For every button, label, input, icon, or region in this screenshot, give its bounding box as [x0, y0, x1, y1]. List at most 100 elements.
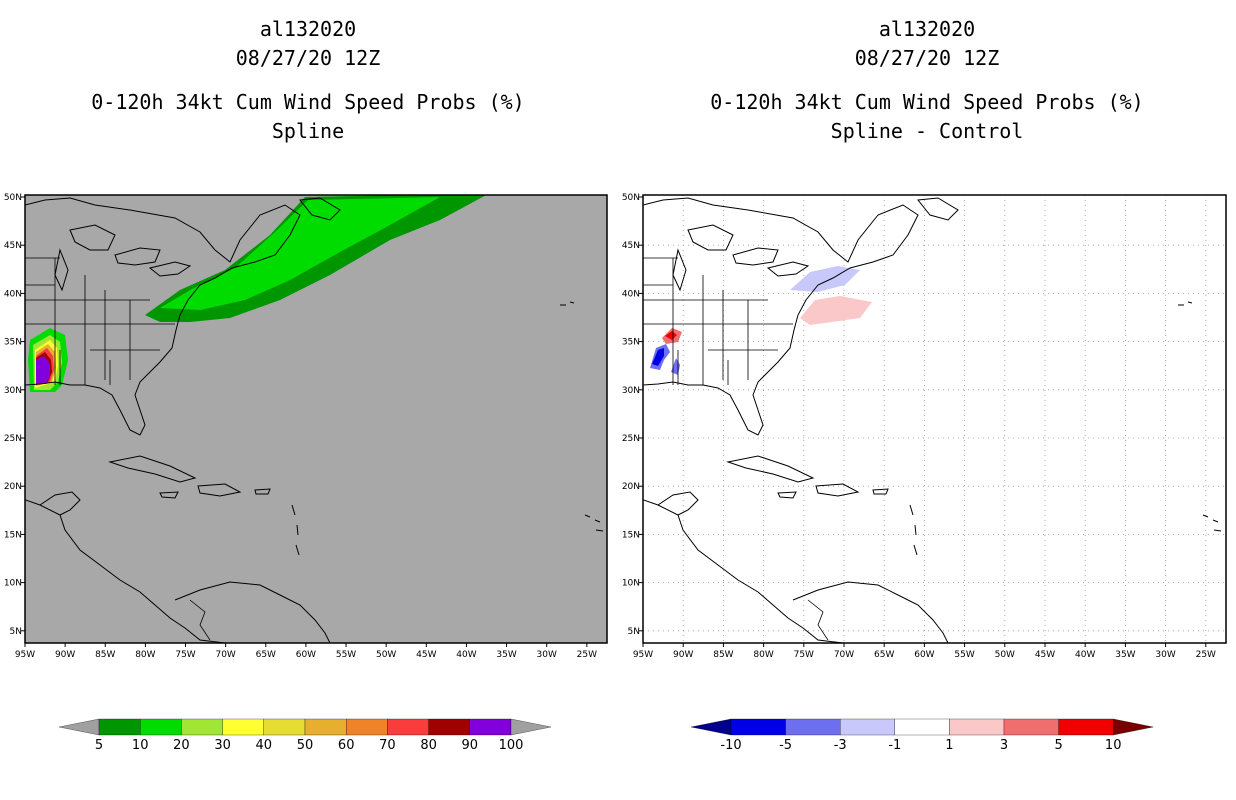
colorbar-label: 1 — [945, 738, 953, 753]
colorbar-label: 10 — [1105, 738, 1122, 753]
colorbar-label: 10 — [132, 738, 149, 753]
colorbar-segment — [346, 718, 388, 736]
right-map-axes: 95W 90W 85W 80W 75W 70W 65W 60W 55W 50W 45W 40W 35W 3… — [622, 193, 1216, 660]
lat-label-15N: 15N — [622, 530, 640, 540]
lon-label-50W: 50W — [995, 650, 1015, 660]
lat-label-35N: 35N — [4, 338, 22, 348]
colorbar-label: 5 — [95, 738, 103, 753]
lon-label-70W: 70W — [215, 650, 235, 660]
colorbar-low-arrow — [58, 718, 100, 736]
colorbar-segment — [469, 718, 512, 736]
colorbar-segment — [428, 718, 470, 736]
lon-label-95W: 95W — [15, 650, 35, 660]
colorbar-label: 20 — [173, 738, 190, 753]
lat-label-25N: 25N — [4, 434, 22, 444]
right-colorbar: -10 -5 -3 -1 1 3 5 10 — [690, 718, 1154, 753]
lon-label-85W: 85W — [713, 650, 733, 660]
lon-label-85W: 85W — [95, 650, 115, 660]
colorbar-label: 80 — [420, 738, 437, 753]
left-panel-title: al132020 08/27/20 12Z 0-120h 34kt Cum Wi… — [8, 15, 608, 146]
colorbar-segment — [1003, 718, 1059, 736]
diff-negative-core — [652, 348, 664, 366]
left-field: Spline — [271, 119, 345, 143]
lat-label-30N: 30N — [4, 386, 22, 396]
right-panel-title: al132020 08/27/20 12Z 0-120h 34kt Cum Wi… — [627, 15, 1227, 146]
colorbar-label: 40 — [256, 738, 273, 753]
right-map-gridlines — [643, 195, 1226, 643]
lon-label-55W: 55W — [336, 650, 356, 660]
diff-positive-core — [665, 331, 677, 340]
colorbar-label: -3 — [834, 738, 847, 753]
right-datetime: 08/27/20 12Z — [854, 46, 1000, 70]
colorbar-high-arrow — [1113, 718, 1154, 736]
lon-label-90W: 90W — [673, 650, 693, 660]
colorbar-label: -1 — [888, 738, 901, 753]
colorbar-label: 30 — [214, 738, 231, 753]
lon-label-25W: 25W — [1196, 650, 1216, 660]
lon-label-45W: 45W — [416, 650, 436, 660]
lon-label-45W: 45W — [1035, 650, 1055, 660]
colorbar-segment — [387, 718, 429, 736]
left-product: 0-120h 34kt Cum Wind Speed Probs (%) — [91, 90, 525, 114]
lon-label-80W: 80W — [753, 650, 773, 660]
colorbar-segment — [949, 718, 1005, 736]
colorbar-label: -5 — [779, 738, 792, 753]
right-field: Spline - Control — [830, 119, 1024, 143]
colorbar-label: 70 — [379, 738, 396, 753]
left-map: 95W 90W 85W 80W 75W 70W 65W 60W 55W 50W 45W 40W 35W 3… — [4, 193, 608, 660]
lon-label-40W: 40W — [1075, 650, 1095, 660]
lon-label-80W: 80W — [135, 650, 155, 660]
lon-label-95W: 95W — [633, 650, 653, 660]
colorbar-segment — [263, 718, 306, 736]
colorbar-low-arrow — [690, 718, 732, 736]
lon-label-55W: 55W — [954, 650, 974, 660]
colorbar-segment — [304, 718, 347, 736]
lon-label-70W: 70W — [834, 650, 854, 660]
left-storm-id: al132020 — [259, 17, 357, 41]
right-product: 0-120h 34kt Cum Wind Speed Probs (%) — [710, 90, 1144, 114]
colorbar-label: 50 — [297, 738, 314, 753]
lon-label-50W: 50W — [376, 650, 396, 660]
lon-label-60W: 60W — [914, 650, 934, 660]
lat-label-15N: 15N — [4, 530, 22, 540]
lon-label-30W: 30W — [537, 650, 557, 660]
lat-label-40N: 40N — [4, 289, 22, 299]
colorbar-segment — [140, 718, 182, 736]
colorbar-label: 5 — [1054, 738, 1062, 753]
lon-label-35W: 35W — [496, 650, 516, 660]
lon-label-65W: 65W — [256, 650, 276, 660]
lon-label-35W: 35W — [1115, 650, 1135, 660]
prob-band-10 — [160, 197, 440, 310]
colorbar-segment — [222, 718, 264, 736]
lon-label-75W: 75W — [794, 650, 814, 660]
lat-label-20N: 20N — [622, 482, 640, 492]
colorbar-segment — [730, 718, 786, 736]
colorbar-segment — [840, 718, 895, 736]
colorbar-segment — [785, 718, 841, 736]
lat-label-45N: 45N — [622, 241, 640, 251]
prob-band-cyclone-100 — [36, 356, 50, 384]
right-storm-id: al132020 — [878, 17, 976, 41]
lon-label-65W: 65W — [874, 650, 894, 660]
lat-label-5N: 5N — [10, 627, 22, 637]
lat-label-35N: 35N — [622, 338, 640, 348]
lon-label-90W: 90W — [55, 650, 75, 660]
left-colorbar: 5 10 20 30 40 50 60 70 80 90 100 — [58, 718, 552, 753]
colorbar-label: 90 — [462, 738, 479, 753]
colorbar-segment — [98, 718, 141, 736]
colorbar-segment — [181, 718, 223, 736]
left-datetime: 08/27/20 12Z — [235, 46, 381, 70]
lat-label-50N: 50N — [622, 193, 640, 203]
lat-label-10N: 10N — [622, 579, 640, 589]
lat-label-10N: 10N — [4, 579, 22, 589]
colorbar-label: -10 — [720, 738, 741, 753]
left-probability-field — [28, 195, 487, 392]
right-map-background — [643, 195, 1226, 643]
diff-positive-weak — [800, 296, 872, 325]
lon-label-30W: 30W — [1155, 650, 1175, 660]
lat-label-45N: 45N — [4, 241, 22, 251]
right-map-frame — [642, 194, 1227, 644]
lat-label-40N: 40N — [622, 289, 640, 299]
lat-label-25N: 25N — [622, 434, 640, 444]
